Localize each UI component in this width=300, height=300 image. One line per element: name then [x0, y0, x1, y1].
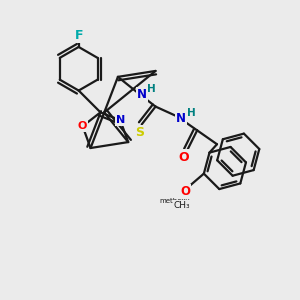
Text: H: H — [147, 84, 156, 94]
Text: O: O — [180, 185, 190, 198]
Text: O: O — [178, 151, 189, 164]
Text: O: O — [78, 121, 87, 131]
Text: N: N — [176, 112, 186, 125]
Text: CH₃: CH₃ — [174, 201, 190, 210]
Text: methoxy: methoxy — [159, 198, 189, 204]
Text: S: S — [135, 126, 144, 139]
Text: N: N — [137, 88, 147, 101]
Text: H: H — [187, 107, 196, 118]
Text: N: N — [116, 115, 125, 125]
Text: F: F — [74, 28, 83, 42]
